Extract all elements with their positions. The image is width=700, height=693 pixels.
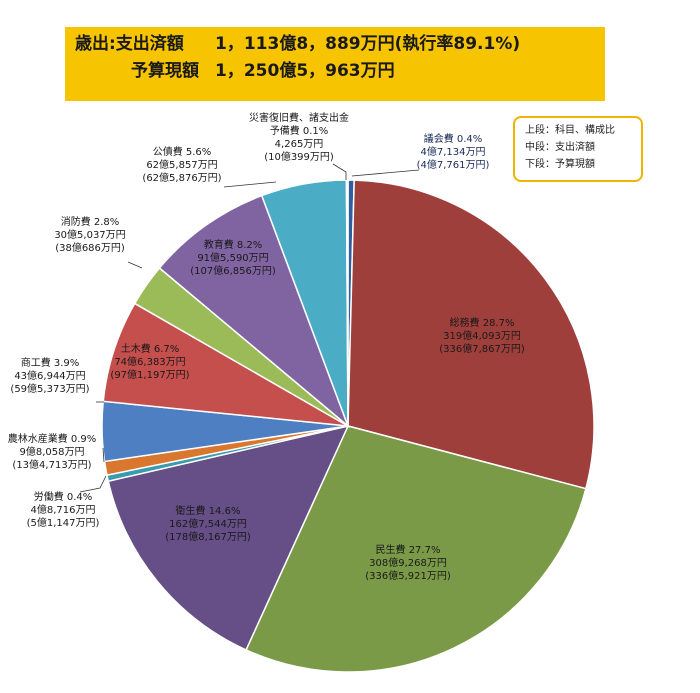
slice-label-line: 30億5,037万円 — [54, 228, 125, 241]
slice-label-line: 総務費 28.7% — [450, 316, 515, 329]
pie-slice-12 — [345, 179, 349, 427]
header-row-budget: 予算現額 1，250億5，963万円 — [75, 58, 605, 85]
slice-label-line: (178億8,167万円) — [165, 530, 251, 543]
leader-line-11 — [223, 181, 277, 188]
slice-label-line: 308億9,268万円 — [369, 556, 447, 569]
pie-slice-3 — [245, 425, 587, 673]
slice-label-line: (13億4,713万円) — [12, 458, 91, 471]
slice-label-line: 319億4,093万円 — [443, 329, 521, 342]
slice-label-line: (336億5,921万円) — [365, 569, 451, 582]
pie-slices — [101, 179, 595, 673]
pie-slice-10 — [158, 194, 350, 429]
slice-label-11: 公債費 5.6% 62億5,857万円(62億5,876万円) — [142, 145, 221, 184]
slice-label-line: 商工費 3.9% — [21, 356, 80, 369]
slice-label-line: (5億1,147万円) — [27, 516, 100, 529]
slice-label-7: 商工費 3.9% 43億6,944万円(59億5,373万円) — [10, 356, 89, 395]
slice-label-5: 労働費 0.4% 4億8,716万円(5億1,147万円) — [27, 490, 100, 529]
slice-label-4: 衛生費 14.6% 162億7,544万円(178億8,167万円) — [165, 504, 251, 543]
slice-label-line: (10億399万円) — [264, 150, 334, 163]
slice-label-line: (38億686万円) — [55, 241, 125, 254]
slice-labels: 議会費 0.4% 4億7,134万円(4億7,761万円) 総務費 28.7% 319… — [8, 111, 525, 582]
slice-label-line: (59億5,373万円) — [10, 382, 89, 395]
slice-label-line: 91億5,590万円 — [197, 251, 268, 264]
slice-label-line: (107億6,856万円) — [190, 264, 276, 277]
slice-label-line: 消防費 2.8% — [61, 215, 120, 228]
slice-label-line: 災害復旧費、諸支出金 — [249, 111, 349, 124]
leader-line-5 — [79, 475, 107, 493]
slice-label-line: 4,265万円 — [275, 139, 324, 150]
leader-lines — [79, 163, 420, 493]
slice-label-line: 9億8,058万円 — [20, 445, 85, 458]
slice-label-line: (97億1,197万円) — [110, 368, 189, 381]
header-spent-label: 歳出:支出済額 — [75, 34, 184, 54]
slice-label-line: 43億6,944万円 — [14, 369, 85, 382]
slice-label-line: 74億6,383万円 — [114, 355, 185, 368]
slice-label-line: 公債費 5.6% — [153, 145, 212, 158]
slice-label-8: 土木費 6.7% 74億6,383万円(97億1,197万円) — [110, 342, 189, 381]
slice-label-3: 民生費 27.7% 308億9,268万円(336億5,921万円) — [365, 543, 451, 582]
slice-label-line: 予備費 0.1% — [270, 124, 329, 137]
leader-line-9 — [127, 261, 143, 269]
slice-label-line: 62億5,857万円 — [146, 158, 217, 171]
slice-label-12: 災害復旧費、諸支出金予備費 0.1% 4,265万円(10億399万円) — [249, 111, 349, 163]
leader-line-6 — [102, 447, 105, 463]
slice-label-1: 議会費 0.4% 4億7,134万円(4億7,761万円) — [417, 132, 490, 171]
slice-label-line: 議会費 0.4% — [424, 132, 483, 145]
slice-label-line: 民生費 27.7% — [376, 543, 441, 556]
leader-line-12 — [332, 163, 347, 180]
slice-label-line: (336億7,867万円) — [439, 342, 525, 355]
slice-label-10: 教育費 8.2% 91億5,590万円(107億6,856万円) — [190, 238, 276, 277]
leader-line-1 — [351, 169, 420, 177]
slice-label-line: 土木費 6.7% — [121, 342, 180, 355]
header-row-spent: 歳出:支出済額 1，113億8，889万円(執行率89.1%) — [75, 31, 605, 58]
header-budget-label: 予算現額 — [131, 61, 199, 81]
slice-label-line: 衛生費 14.6% — [176, 504, 241, 517]
legend-bottom: 下段：予算現額 — [525, 159, 595, 170]
summary-header: 歳出:支出済額 1，113億8，889万円(執行率89.1%) 予算現額 1，250… — [65, 27, 605, 101]
slice-label-9: 消防費 2.8% 30億5,037万円(38億686万円) — [54, 215, 125, 254]
slice-label-line: 162億7,544万円 — [169, 517, 247, 530]
slice-label-line: 農林水産業費 0.9% — [8, 432, 97, 445]
slice-label-line: 4億8,716万円 — [31, 503, 96, 516]
slice-label-line: (4億7,761万円) — [417, 158, 490, 171]
slice-label-2: 総務費 28.7% 319億4,093万円(336億7,867万円) — [439, 316, 525, 355]
slice-label-line: (62億5,876万円) — [142, 171, 221, 184]
slice-label-line: 教育費 8.2% — [204, 238, 263, 251]
pie-slice-4 — [107, 424, 350, 651]
header-budget-value: 1，250億5，963万円 — [215, 61, 395, 81]
legend-box: 上段：科目、構成比 中段：支出済額 下段：予算現額 — [513, 116, 643, 182]
slice-label-line: 4億7,134万円 — [421, 145, 486, 158]
header-spent-value: 1，113億8，889万円(執行率89.1%) — [215, 34, 521, 54]
legend-top: 上段：科目、構成比 — [525, 125, 615, 136]
legend-middle: 中段：支出済額 — [525, 142, 595, 153]
pie-slice-2 — [347, 179, 595, 490]
slice-label-line: 労働費 0.4% — [34, 490, 93, 503]
slice-label-6: 農林水産業費 0.9% 9億8,058万円(13億4,713万円) — [8, 432, 97, 471]
